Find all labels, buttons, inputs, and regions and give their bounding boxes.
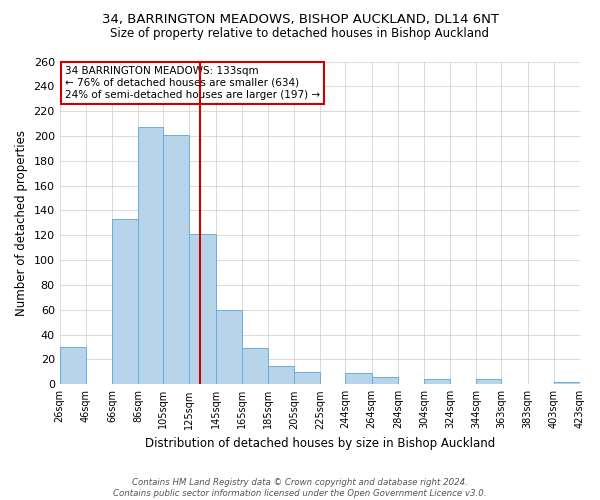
- Y-axis label: Number of detached properties: Number of detached properties: [15, 130, 28, 316]
- Bar: [139, 128, 163, 384]
- Text: Contains HM Land Registry data © Crown copyright and database right 2024.
Contai: Contains HM Land Registry data © Crown c…: [113, 478, 487, 498]
- Bar: [476, 380, 502, 384]
- X-axis label: Distribution of detached houses by size in Bishop Auckland: Distribution of detached houses by size …: [145, 437, 495, 450]
- Bar: [371, 377, 398, 384]
- Text: Size of property relative to detached houses in Bishop Auckland: Size of property relative to detached ho…: [110, 28, 490, 40]
- Bar: [215, 310, 242, 384]
- Text: 34, BARRINGTON MEADOWS, BISHOP AUCKLAND, DL14 6NT: 34, BARRINGTON MEADOWS, BISHOP AUCKLAND,…: [101, 12, 499, 26]
- Bar: [424, 380, 450, 384]
- Bar: [268, 366, 294, 384]
- Bar: [346, 373, 371, 384]
- Bar: [190, 234, 215, 384]
- Bar: [59, 347, 86, 385]
- Bar: [242, 348, 268, 384]
- Bar: [163, 135, 190, 384]
- Text: 34 BARRINGTON MEADOWS: 133sqm
← 76% of detached houses are smaller (634)
24% of : 34 BARRINGTON MEADOWS: 133sqm ← 76% of d…: [65, 66, 320, 100]
- Bar: [112, 219, 139, 384]
- Bar: [554, 382, 580, 384]
- Bar: [294, 372, 320, 384]
